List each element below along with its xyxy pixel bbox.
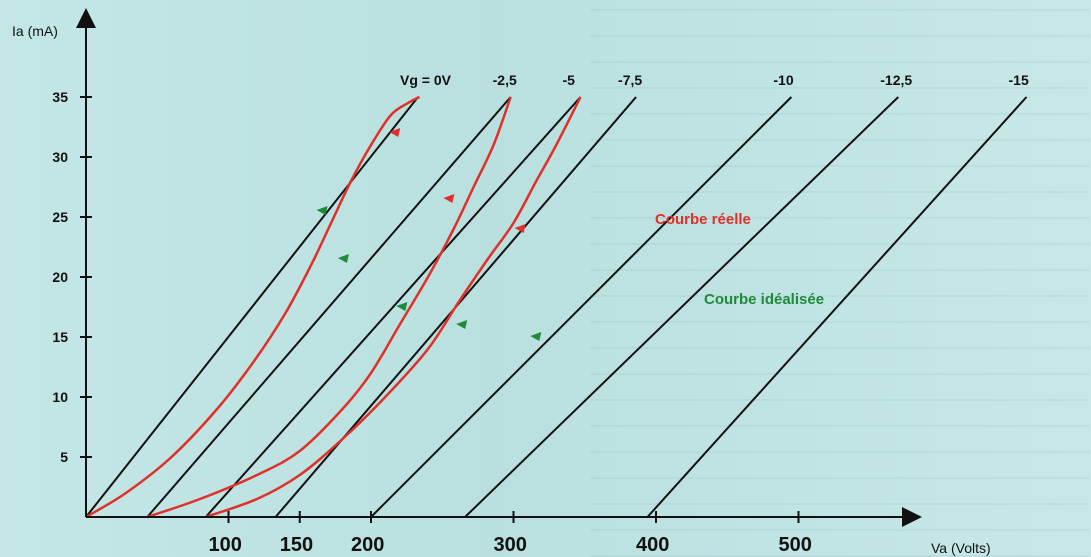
green-arrow-0 bbox=[316, 206, 328, 215]
vg-label-2: -5 bbox=[562, 72, 575, 88]
x-tick-label-1: 150 bbox=[280, 534, 313, 556]
ideal-line-0 bbox=[85, 96, 419, 518]
green-arrow-4 bbox=[530, 332, 542, 341]
background-print-texture bbox=[590, 0, 1090, 557]
vg-label-6: -15 bbox=[1009, 72, 1029, 88]
vg-label-5: -12,5 bbox=[880, 72, 912, 88]
red-arrow-0 bbox=[389, 128, 401, 137]
green-arrow-3 bbox=[456, 320, 468, 329]
y-tick-label-3: 20 bbox=[52, 269, 68, 285]
red-arrow-1 bbox=[443, 194, 455, 203]
legend-real-curve: Courbe réelle bbox=[655, 211, 751, 228]
ideal-line-6 bbox=[646, 96, 1028, 518]
y-tick-label-1: 10 bbox=[52, 389, 68, 405]
x-tick-label-4: 400 bbox=[636, 534, 669, 556]
x-tick-label-0: 100 bbox=[209, 534, 242, 556]
arrow-markers-group bbox=[316, 128, 542, 341]
green-arrow-2 bbox=[396, 302, 408, 311]
ideal-line-2 bbox=[204, 96, 582, 518]
real-curve-2 bbox=[205, 96, 582, 519]
real-curve-1 bbox=[146, 96, 512, 519]
vg-label-1: -2,5 bbox=[493, 72, 517, 88]
vg-label-4: -10 bbox=[773, 72, 793, 88]
ideal-line-5 bbox=[464, 96, 899, 518]
y-tick-label-2: 15 bbox=[52, 329, 68, 345]
x-tick-label-5: 500 bbox=[779, 534, 812, 556]
y-tick-label-5: 30 bbox=[52, 149, 68, 165]
x-tick-label-2: 200 bbox=[351, 534, 384, 556]
ideal-lines-group bbox=[85, 96, 1028, 518]
y-axis-title: Ia (mA) bbox=[12, 23, 58, 39]
x-tick-label-3: 300 bbox=[494, 534, 527, 556]
ideal-line-4 bbox=[370, 96, 793, 518]
real-curve-0 bbox=[85, 95, 421, 519]
vg-labels-group: Vg = 0V -2,5 -5 -7,5 -10 -12,5 -15 bbox=[400, 72, 1029, 88]
x-axis-title: Va (Volts) bbox=[931, 540, 991, 556]
vg-label-3: -7,5 bbox=[618, 72, 642, 88]
vg-label-0: Vg = 0V bbox=[400, 72, 452, 88]
red-arrow-2 bbox=[514, 224, 526, 233]
green-arrow-1 bbox=[337, 254, 349, 263]
y-tick-label-6: 35 bbox=[52, 89, 68, 105]
real-curves-group bbox=[85, 95, 582, 519]
ideal-line-1 bbox=[146, 96, 512, 518]
y-tick-label-4: 25 bbox=[52, 209, 68, 225]
y-tick-label-0: 5 bbox=[60, 449, 68, 465]
ticks-group: 100 150 200 300 400 500 5 10 15 20 25 30 35 bbox=[52, 89, 811, 556]
legend-ideal-curve: Courbe idéalisée bbox=[704, 291, 824, 308]
